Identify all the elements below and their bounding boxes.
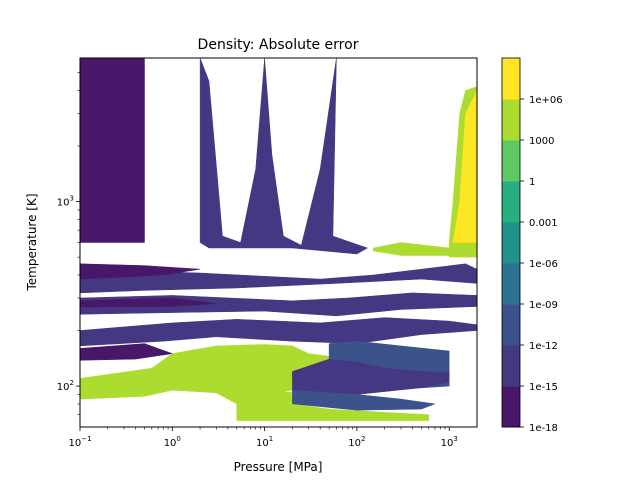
error-region-15	[372, 242, 450, 256]
y-tick-label: 103	[57, 195, 74, 209]
x-tick-label: 102	[348, 435, 365, 449]
error-region-7	[80, 297, 217, 308]
x-axis-label: Pressure [MPa]	[234, 460, 323, 474]
x-tick-label: 103	[441, 435, 458, 449]
colorbar-tick-label: 0.001	[529, 218, 558, 229]
colorbar-tick-label: 1e-06	[529, 259, 558, 270]
error-region-8	[80, 317, 477, 347]
y-axis: 102 103	[57, 72, 80, 415]
colorbar-segment	[502, 58, 520, 100]
x-tick-label: 10−1	[68, 435, 91, 449]
error-region-13	[236, 388, 429, 421]
x-tick-label: 100	[164, 435, 181, 449]
error-region-9	[80, 343, 173, 361]
colorbar-segment	[502, 345, 520, 387]
x-tick-label: 101	[256, 435, 273, 449]
chart-title: Density: Absolute error	[198, 37, 359, 53]
colorbar-tick-label: 1e-12	[529, 341, 558, 352]
error-region-3	[452, 90, 477, 243]
error-region-5	[80, 263, 201, 280]
colorbar-tick-label: 1e-09	[529, 300, 558, 311]
y-tick-label: 102	[57, 379, 74, 393]
error-region-4	[80, 263, 477, 294]
colorbar: 1e-18 1e-15 1e-12 1e-09 1e-06 0.001 1 1000 1e+06	[501, 57, 563, 434]
colorbar-frame	[501, 57, 521, 428]
colorbar-tick-label: 1	[529, 177, 535, 188]
plot-area	[80, 58, 477, 421]
colorbar-tick-label: 1e-18	[529, 423, 558, 434]
colorbar-tick-label: 1e-15	[529, 382, 558, 393]
colorbar-segment	[502, 222, 520, 264]
error-region-0	[80, 58, 145, 243]
colorbar-segment	[502, 386, 520, 428]
colorbar-tick-label: 1000	[529, 136, 554, 147]
x-axis: 10−1 100 101 102 103	[68, 427, 458, 449]
colorbar-segment	[502, 263, 520, 305]
y-axis-label: Temperature [K]	[25, 193, 39, 291]
colorbar-tick-label: 1e+06	[529, 95, 563, 106]
colorbar-segment	[502, 99, 520, 141]
colorbar-segment	[502, 140, 520, 182]
error-region-14	[292, 389, 436, 411]
error-region-1	[199, 58, 369, 255]
colorbar-segment	[502, 181, 520, 223]
colorbar-segment	[502, 304, 520, 346]
